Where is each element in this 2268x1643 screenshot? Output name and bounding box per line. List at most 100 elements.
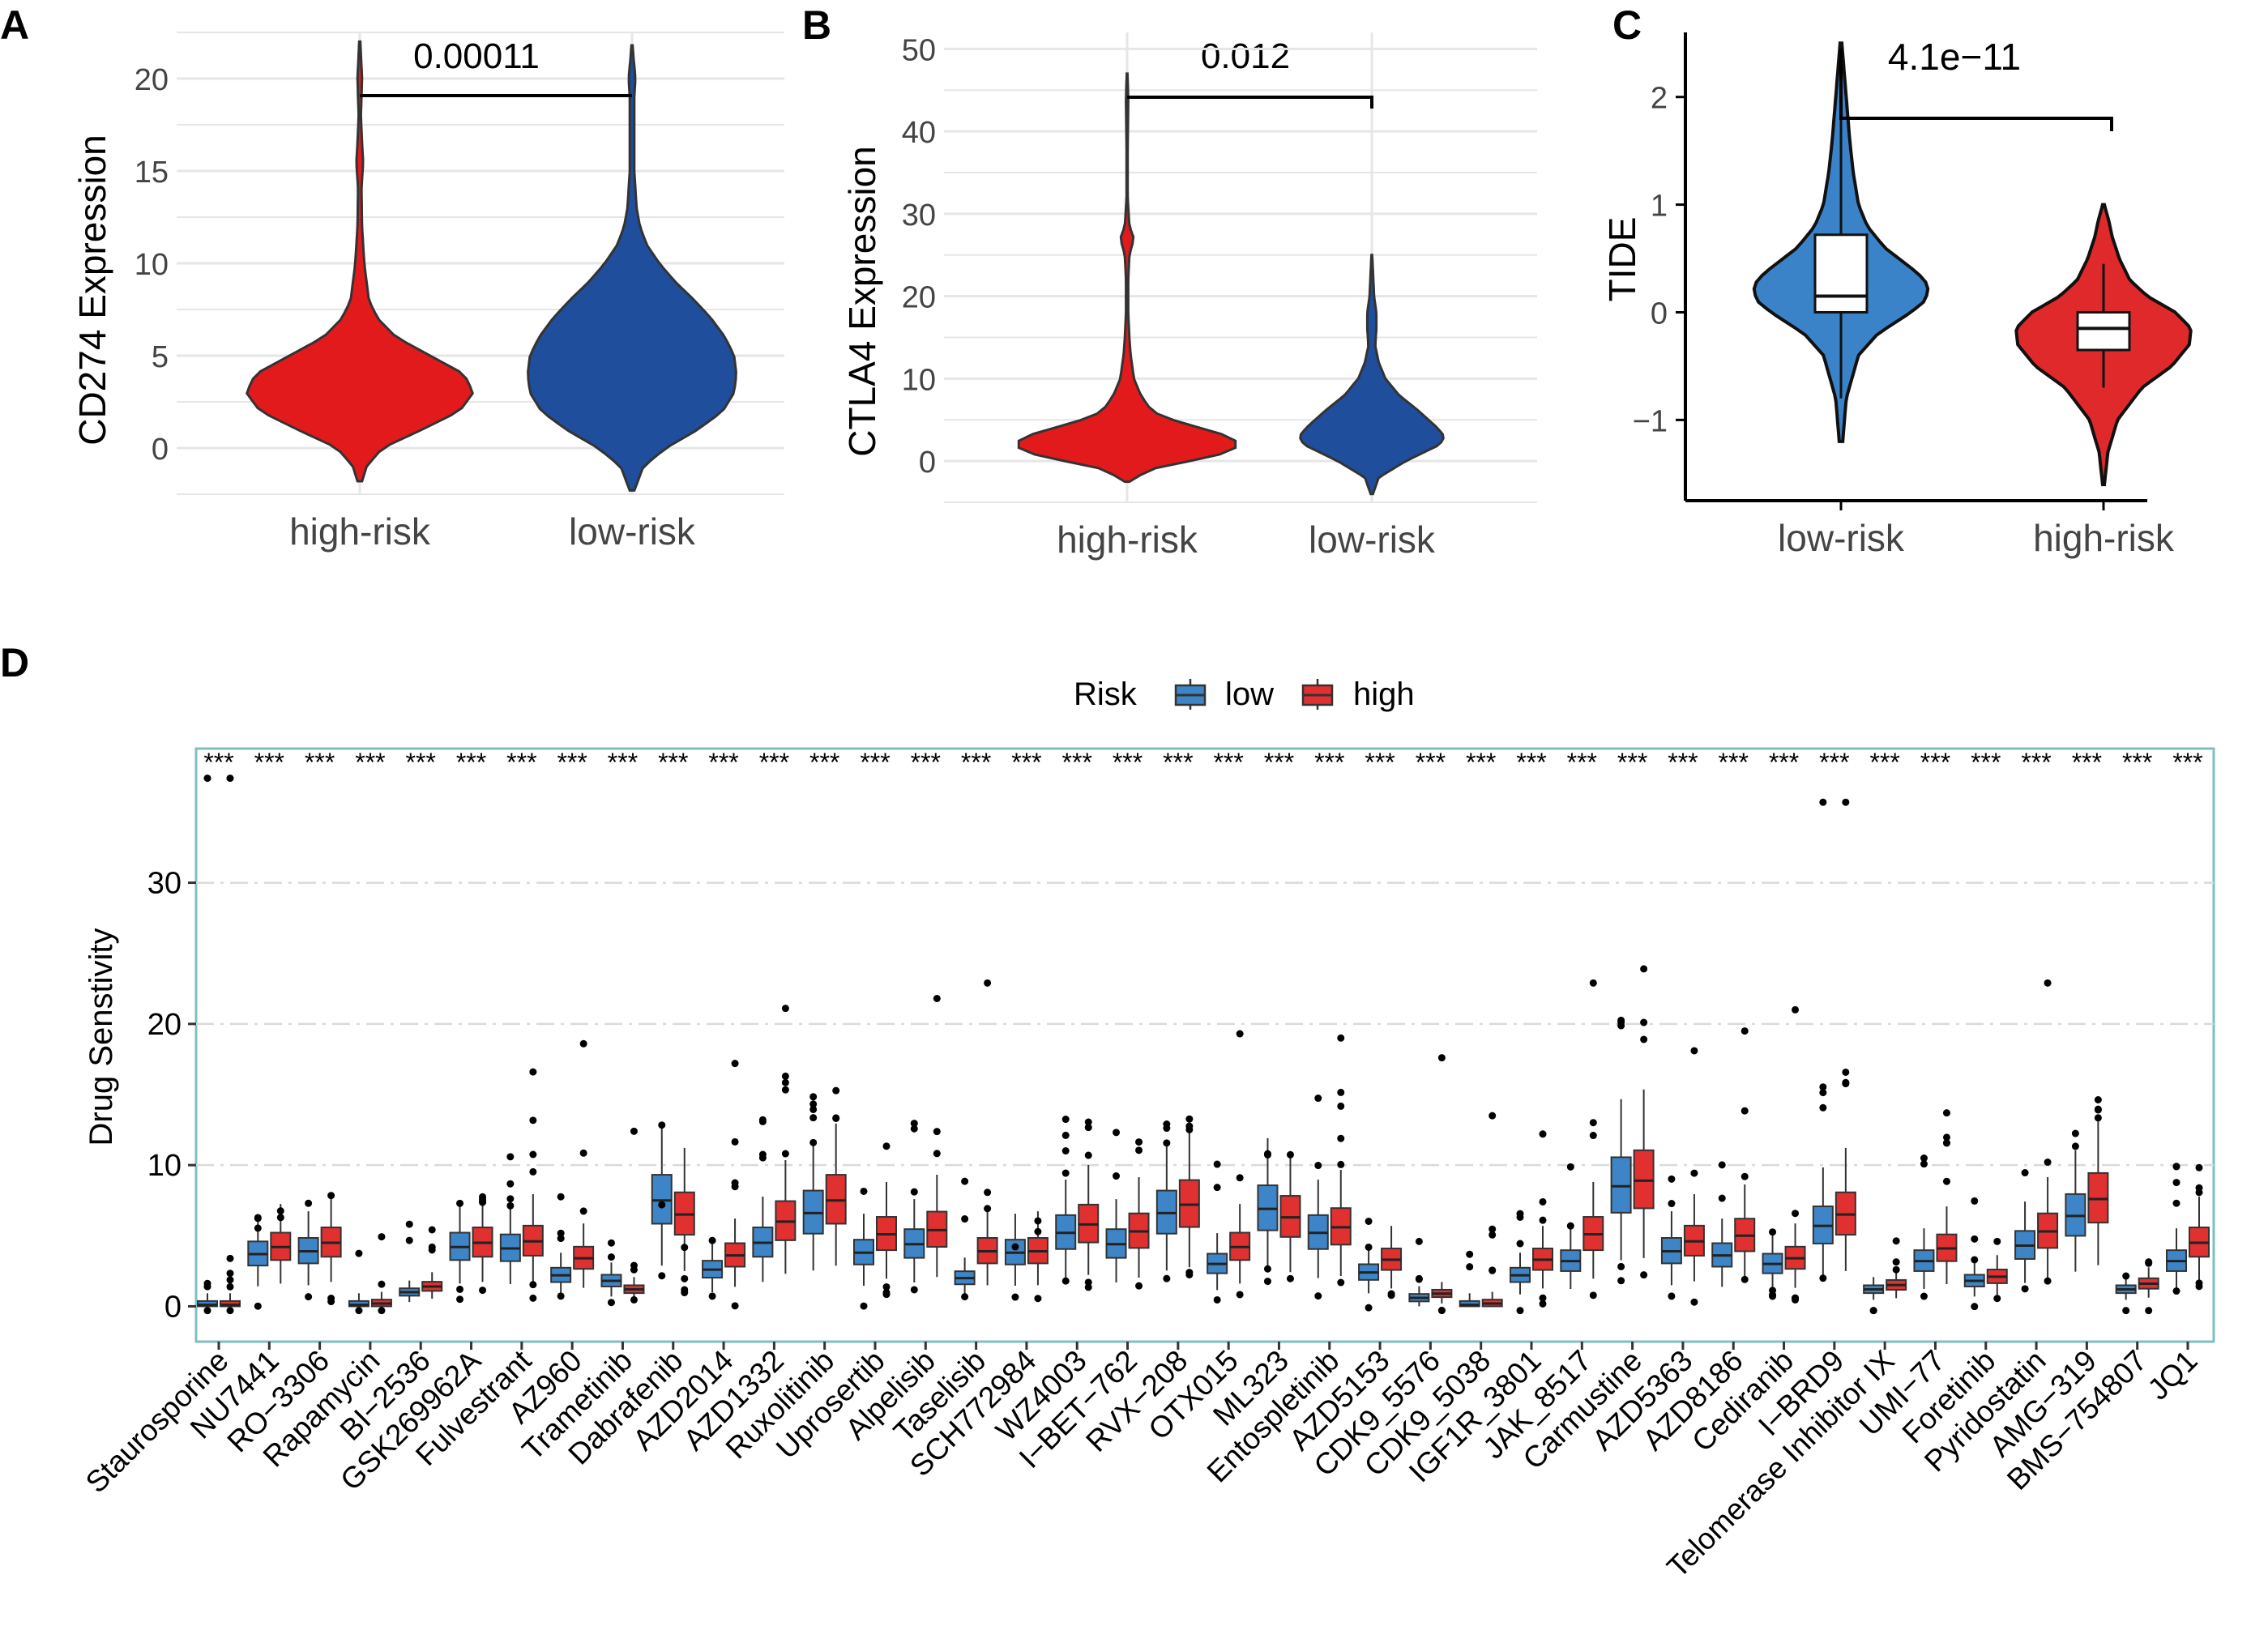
ytick-label: 50 (902, 33, 936, 67)
outlier (809, 1100, 818, 1108)
outlier (1034, 1295, 1042, 1303)
legend-label-high: high (1353, 676, 1415, 712)
significance-label: *** (1971, 748, 2001, 777)
outlier (2044, 1159, 2052, 1167)
outlier (809, 1138, 818, 1146)
outlier (254, 1214, 262, 1222)
outlier (1920, 1154, 1928, 1163)
outlier (479, 1287, 487, 1295)
outlier (1741, 1172, 1749, 1180)
outlier (276, 1214, 284, 1222)
outlier (1387, 1290, 1395, 1298)
significance-label: *** (1668, 748, 1698, 777)
outlier (226, 1270, 234, 1278)
outlier (1819, 1103, 1827, 1112)
ytick-label: 0 (1651, 297, 1668, 331)
outlier (1263, 1265, 1271, 1273)
outlier (1819, 798, 1827, 806)
outlier (1185, 1115, 1194, 1123)
outlier (1920, 1160, 1928, 1168)
outlier (1589, 1119, 1597, 1127)
outlier (1163, 1139, 1171, 1147)
outlier (1971, 1197, 1979, 1205)
outlier (1539, 1130, 1547, 1138)
outlier (1314, 1292, 1322, 1300)
outlier (2195, 1163, 2203, 1171)
significance-label: *** (708, 748, 738, 777)
outlier (984, 1205, 992, 1213)
outlier (1617, 1277, 1625, 1285)
significance-label: *** (254, 748, 284, 777)
outlier (456, 1199, 464, 1207)
outlier (203, 1282, 211, 1291)
panel-letter-c: C (1612, 2, 1642, 48)
outlier (226, 1282, 234, 1291)
outlier (1668, 1175, 1676, 1183)
significance-label: *** (2072, 748, 2102, 777)
significance-label: *** (1213, 748, 1243, 777)
significance-label: *** (1869, 748, 1899, 777)
outlier (1842, 1078, 1850, 1086)
outlier (1337, 1160, 1345, 1168)
panel-a-ylabel: CD274 Expression (71, 134, 113, 446)
outlier (1337, 1102, 1345, 1110)
panel-d-ylabel: Drug Senstivity (83, 928, 119, 1146)
outlier (708, 1236, 716, 1244)
outlier (557, 1235, 565, 1243)
outlier (630, 1265, 638, 1274)
outlier (961, 1293, 969, 1301)
outlier (1792, 1005, 1800, 1014)
panel-a-pvalue: 0.00011 (413, 36, 540, 76)
outlier (681, 1286, 689, 1294)
ytick-label: 30 (147, 867, 182, 901)
outlier (1084, 1124, 1092, 1132)
significance-label: *** (1264, 748, 1294, 777)
outlier (327, 1298, 335, 1306)
outlier (1236, 1030, 1244, 1038)
outlier (2094, 1096, 2102, 1103)
outlier (832, 1114, 840, 1122)
plot-area (194, 747, 2215, 1343)
outlier (2094, 1114, 2102, 1122)
outlier (681, 1274, 689, 1282)
box-low-risk (1813, 233, 1869, 314)
outlier (2172, 1163, 2180, 1171)
outlier (1942, 1133, 1950, 1142)
panel-c: −1 0 1 2 low-risk high-risk (1633, 32, 2193, 559)
outlier (1741, 1027, 1749, 1035)
outlier (1589, 1291, 1597, 1299)
outlier (1365, 1217, 1373, 1225)
outlier (1539, 1197, 1547, 1206)
outlier (607, 1253, 615, 1261)
significance-label: *** (1769, 748, 1799, 777)
outlier (1365, 1243, 1373, 1251)
outlier (910, 1188, 918, 1196)
outlier (1466, 1263, 1474, 1271)
panel-letter-a: A (0, 2, 29, 48)
ytick-label: 10 (135, 248, 169, 282)
panel-letter-d: D (0, 640, 29, 685)
outlier (809, 1093, 818, 1101)
outlier (2195, 1189, 2203, 1197)
outlier (1113, 1172, 1121, 1180)
outlier (1084, 1118, 1092, 1126)
outlier (1892, 1258, 1900, 1266)
significance-bracket (1839, 48, 2113, 131)
outlier (579, 1149, 587, 1157)
outlier (658, 1121, 666, 1129)
outlier (2071, 1142, 2079, 1150)
outlier (1892, 1237, 1900, 1245)
outlier (1640, 1271, 1648, 1279)
outlier (1718, 1194, 1726, 1202)
outlier (1589, 1132, 1597, 1140)
violin-high-risk (1017, 72, 1237, 484)
outlier (529, 1116, 537, 1124)
outlier (1061, 1116, 1070, 1124)
outlier (2145, 1259, 2153, 1267)
outlier (1213, 1295, 1221, 1304)
outlier (557, 1229, 565, 1237)
outlier (1185, 1270, 1194, 1278)
outlier (529, 1167, 537, 1176)
significance-label: *** (506, 748, 536, 777)
outlier (1516, 1213, 1524, 1221)
